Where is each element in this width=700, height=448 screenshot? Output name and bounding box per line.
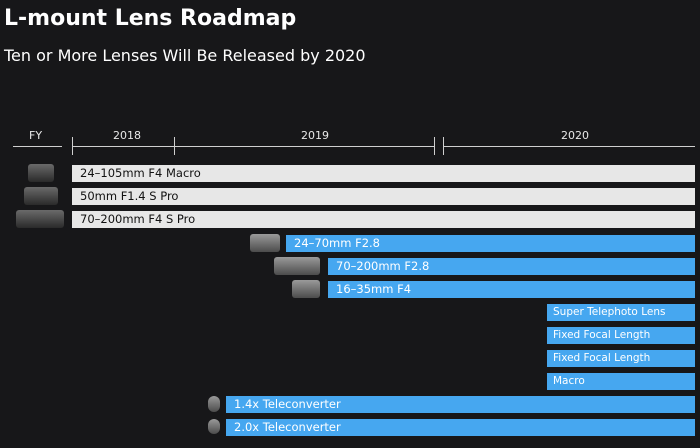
axis-tick — [434, 137, 435, 155]
roadmap-bar-24-105mm: 24–105mm F4 Macro — [72, 165, 695, 182]
axis-tick — [72, 137, 73, 155]
axis-line-fy — [13, 146, 62, 147]
axis-tick — [443, 137, 444, 155]
roadmap-bar-70-200mm-f2-8: 70–200mm F2.8 — [328, 258, 695, 275]
page-title: L-mount Lens Roadmap — [4, 6, 297, 31]
roadmap-bar-16-35mm: 16–35mm F4 — [328, 281, 695, 298]
lens-thumbnail-icon — [28, 164, 54, 182]
roadmap-bar-super-telephoto: Super Telephoto Lens — [547, 304, 695, 321]
axis-tick — [174, 137, 175, 155]
roadmap-bar-50mm: 50mm F1.4 S Pro — [72, 188, 695, 205]
roadmap-bar-fixed-focal-2: Fixed Focal Length — [547, 350, 695, 367]
year-label-2020: 2020 — [561, 129, 589, 142]
lens-thumbnail-icon — [24, 187, 58, 205]
year-label-2019: 2019 — [301, 129, 329, 142]
fy-label: FY — [29, 129, 43, 142]
roadmap-bar-70-200mm-f4: 70–200mm F4 S Pro — [72, 211, 695, 228]
year-label-2018: 2018 — [113, 129, 141, 142]
roadmap-bar-macro: Macro — [547, 373, 695, 390]
axis-line-2020 — [443, 146, 695, 147]
lens-thumbnail-icon — [292, 280, 320, 298]
roadmap-bar-1-4x-teleconverter: 1.4x Teleconverter — [226, 396, 695, 413]
axis-line-2019 — [174, 146, 434, 147]
lens-thumbnail-icon — [16, 210, 64, 228]
lens-thumbnail-icon — [274, 257, 320, 275]
lens-thumbnail-icon — [250, 234, 280, 252]
teleconverter-thumbnail-icon — [208, 419, 220, 434]
teleconverter-thumbnail-icon — [208, 396, 220, 412]
roadmap-bar-fixed-focal-1: Fixed Focal Length — [547, 327, 695, 344]
roadmap-bar-2-0x-teleconverter: 2.0x Teleconverter — [226, 419, 695, 436]
page-subtitle: Ten or More Lenses Will Be Released by 2… — [4, 46, 366, 65]
axis-line-2018 — [72, 146, 174, 147]
roadmap-bar-24-70mm: 24–70mm F2.8 — [286, 235, 695, 252]
